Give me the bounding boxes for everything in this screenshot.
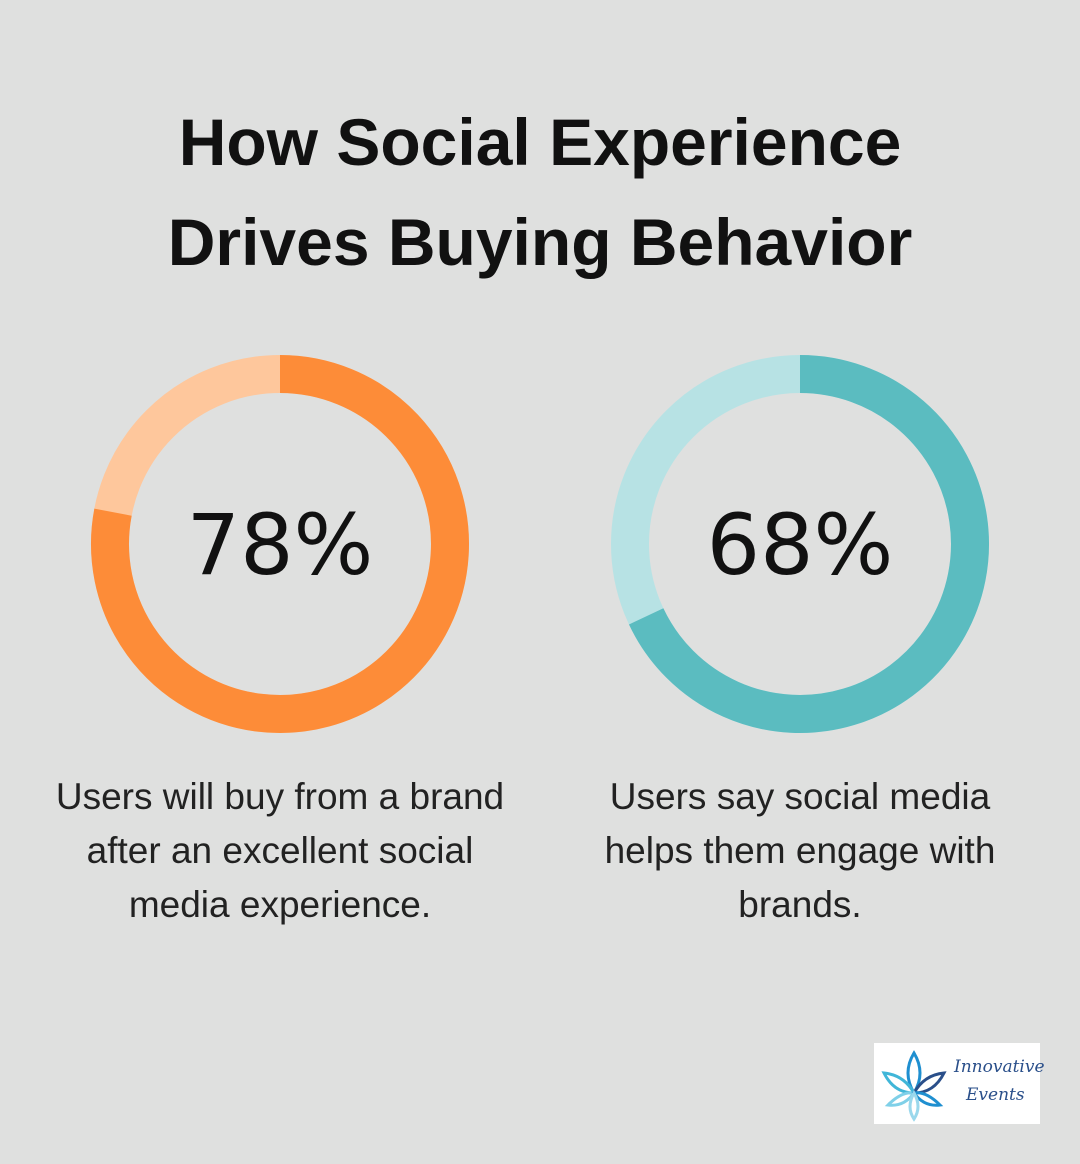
logo: Innovative Events — [874, 1043, 1045, 1124]
logo-flower — [881, 1050, 947, 1122]
caption: Users say social media helps them engage… — [604, 776, 996, 925]
logo-text: Events — [966, 1085, 1025, 1105]
caption: Users will buy from a brand after an exc… — [55, 776, 505, 925]
title: How Social Experience Drives Buying Beha… — [167, 105, 913, 279]
value-label: 78% — [187, 496, 374, 594]
donut-arc — [629, 355, 989, 733]
logo-text: Innovative — [954, 1057, 1045, 1077]
donut-arc — [91, 355, 469, 733]
value-label: 68% — [707, 496, 894, 594]
